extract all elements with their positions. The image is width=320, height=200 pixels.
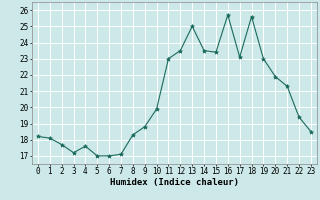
X-axis label: Humidex (Indice chaleur): Humidex (Indice chaleur) [110, 178, 239, 187]
